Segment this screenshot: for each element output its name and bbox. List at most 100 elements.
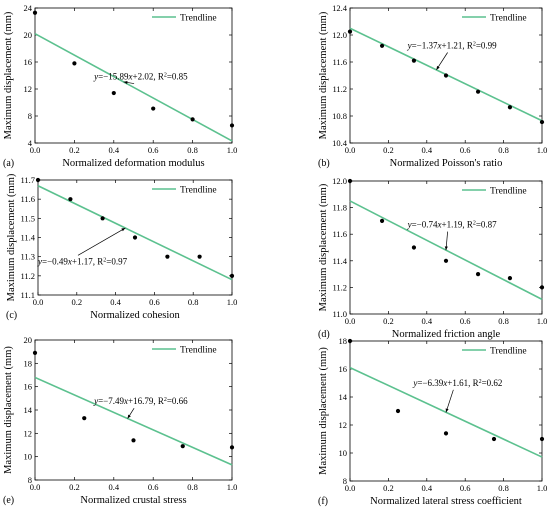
x-tick-label: 0.2: [383, 316, 394, 326]
trend-equation: y=−7.49x+16.79, R2=0.66: [93, 396, 188, 406]
equation-part: 2: [473, 42, 476, 48]
equation-part: 2: [473, 221, 476, 227]
y-tick-label: 8: [28, 475, 32, 485]
equation-part: =−0.49: [42, 256, 68, 266]
x-axis-title: Normalized lateral stress coefficient: [370, 496, 522, 507]
x-tick-label: 1.0: [227, 482, 238, 492]
x-tick-label: 1.0: [537, 316, 548, 326]
plot-frame: [34, 339, 233, 481]
equation-part: x: [437, 220, 442, 230]
x-tick-label: 0.6: [148, 145, 159, 155]
plot-frame: [349, 340, 543, 482]
annotation-arrowhead: [121, 228, 126, 232]
y-axis-title: Maximum displacement (mm): [318, 347, 329, 475]
x-tick-label: 0.0: [33, 297, 44, 307]
x-axis-title: Normalized crustal stress: [80, 495, 186, 506]
panel-label: (b): [318, 158, 330, 169]
y-tick-label: 8: [343, 476, 347, 486]
annotation-arrowhead: [444, 246, 448, 251]
x-tick-label: 0.2: [69, 482, 80, 492]
equation-part: y: [37, 256, 42, 266]
x-tick-label: 0.4: [421, 316, 432, 326]
equation-part: =0.97: [106, 256, 127, 266]
x-tick-label: 0.8: [187, 145, 198, 155]
data-point: [165, 254, 170, 259]
y-tick-label: 8: [28, 111, 32, 121]
equation-part: =−15.89: [98, 72, 129, 82]
data-point: [347, 29, 353, 34]
data-point: [379, 43, 385, 48]
data-point: [539, 436, 545, 442]
x-tick-label: 0.8: [188, 297, 199, 307]
y-tick-label: 11.7: [20, 175, 35, 185]
y-tick-label: 11.6: [332, 229, 347, 239]
equation-part: =0.85: [167, 72, 188, 82]
equation-part: 2: [164, 73, 167, 79]
x-axis-title: Normalized Poisson's ratio: [390, 158, 503, 169]
y-axis-title: Maximum displacement (mm): [3, 346, 14, 474]
trendline: [37, 185, 233, 281]
trend-equation: y=−0.49x+1.17, R2=0.97: [37, 256, 128, 266]
equation-part: 2: [479, 379, 482, 385]
y-tick-label: 12: [339, 420, 348, 430]
data-point: [197, 254, 202, 259]
data-point: [111, 90, 116, 96]
equation-part: =−0.74: [412, 220, 438, 230]
y-tick-label: 16: [339, 364, 348, 374]
x-axis-title: Normalized friction angle: [392, 329, 501, 340]
panel-label: (e): [3, 495, 14, 506]
x-tick-label: 0.0: [30, 482, 41, 492]
data-point: [539, 285, 545, 290]
y-axis-title: Maximum displacement (mm): [3, 11, 14, 139]
plot-frame: [349, 7, 543, 144]
equation-part: +1.21, R: [442, 41, 473, 51]
annotation-arrowhead: [127, 414, 131, 419]
panel-label: (a): [3, 158, 14, 169]
data-point: [507, 105, 513, 110]
y-tick-label: 11.0: [332, 309, 347, 319]
legend-label: Trendline: [490, 187, 527, 197]
x-tick-label: 0.6: [460, 316, 471, 326]
equation-part: x: [123, 396, 128, 406]
y-tick-label: 12: [24, 84, 33, 94]
trend-equation: y=−15.89x+2.02, R2=0.85: [93, 72, 188, 82]
plot-frame: [34, 7, 233, 144]
x-axis-title: Normalized deformation modulus: [62, 158, 204, 169]
x-tick-label: 0.6: [460, 145, 471, 155]
data-point: [132, 235, 138, 240]
equation-part: 2: [164, 397, 167, 403]
y-tick-label: 11.4: [332, 256, 347, 266]
x-tick-label: 0.0: [345, 483, 356, 493]
equation-part: +1.61, R: [447, 378, 478, 388]
data-point: [180, 444, 185, 449]
panel-label: (c): [6, 310, 17, 321]
y-tick-label: 12.0: [332, 30, 347, 40]
data-point: [32, 350, 38, 355]
x-tick-label: 0.4: [421, 145, 432, 155]
data-point: [229, 273, 235, 278]
legend-label: Trendline: [490, 347, 527, 357]
y-tick-label: 20: [24, 335, 33, 345]
x-axis-title: Normalized cohesion: [90, 310, 180, 321]
panel-label: (d): [318, 329, 330, 340]
data-point: [491, 436, 497, 442]
data-point: [539, 119, 545, 125]
y-tick-label: 11.6: [332, 57, 347, 67]
y-tick-label: 10.4: [332, 138, 348, 148]
equation-part: +16.79, R: [128, 396, 164, 406]
equation-part: =0.62: [482, 378, 503, 388]
data-point: [229, 445, 235, 450]
y-tick-label: 10: [339, 448, 348, 458]
data-point: [68, 197, 73, 202]
y-tick-label: 10.8: [332, 111, 347, 121]
data-point: [475, 89, 481, 94]
trend-equation: y=−6.39x+1.61, R2=0.62: [412, 378, 502, 388]
annotation-arrowhead: [123, 80, 128, 85]
equation-part: =−7.49: [98, 396, 124, 406]
y-tick-label: 11.2: [332, 282, 347, 292]
trendline: [34, 376, 233, 466]
data-point: [411, 245, 417, 250]
x-tick-label: 0.4: [108, 482, 119, 492]
panel-d: 0.0 0.2 0.4 0.6 0.8 1.0 11.0 11.2 11.4 11.6 11.8 12…: [318, 176, 547, 340]
x-tick-label: 0.4: [421, 483, 432, 493]
